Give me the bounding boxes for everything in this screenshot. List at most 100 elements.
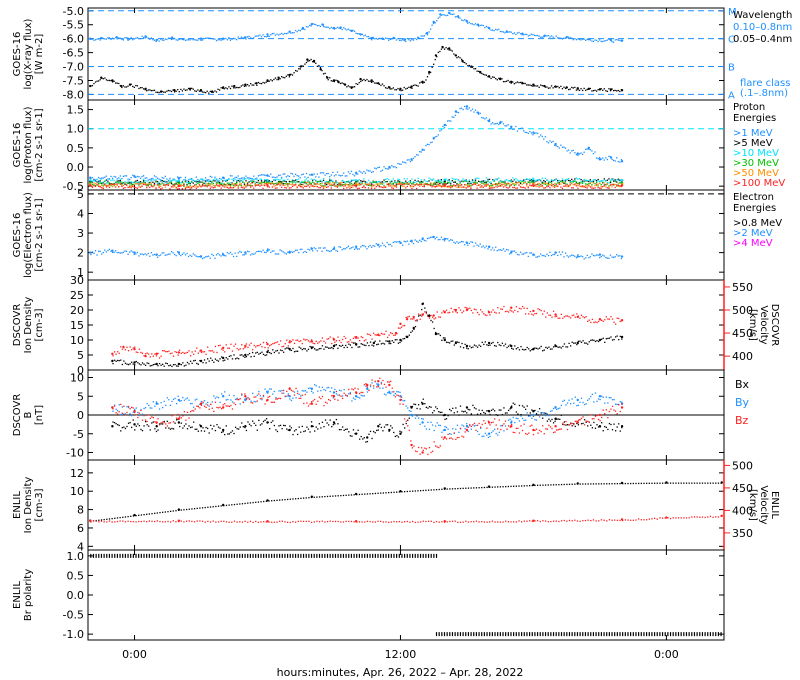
data-point: [436, 135, 438, 138]
data-point: [116, 178, 118, 180]
data-point: [597, 320, 600, 323]
data-point: [102, 187, 104, 190]
panel-frame: [87, 99, 725, 191]
data-point: [378, 246, 381, 248]
data-point: [113, 185, 115, 187]
data-point: [124, 427, 127, 430]
data-point: [443, 14, 446, 16]
data-point: [306, 350, 308, 352]
data-point: [231, 175, 233, 177]
data-point: [595, 179, 598, 182]
flare-class-label: B: [728, 63, 735, 74]
data-point: [168, 422, 170, 424]
data-point: [290, 349, 293, 352]
data-point: [614, 430, 617, 432]
y-tick-label: 5: [77, 390, 84, 403]
legend-item: 0.05–0.4nm: [733, 34, 792, 45]
data-anchor: [266, 79, 269, 82]
data-point: [530, 180, 533, 182]
data-point: [262, 174, 264, 176]
data-point: [429, 141, 432, 144]
data-anchor: [598, 338, 602, 342]
data-point: [166, 178, 168, 180]
data-point: [431, 141, 433, 143]
data-point: [91, 180, 94, 182]
data-point: [138, 176, 140, 178]
data-point: [352, 86, 354, 88]
data-point: [485, 185, 488, 187]
data-point: [484, 181, 486, 183]
data-point: [167, 89, 170, 92]
data-point: [315, 185, 317, 187]
data-point: [434, 182, 436, 184]
data-point: [574, 86, 576, 89]
data-point: [511, 420, 513, 422]
data-point: [343, 181, 345, 183]
data-point: [360, 394, 362, 397]
data-anchor: [100, 76, 103, 79]
data-point: [398, 183, 401, 185]
data-point: [149, 417, 151, 419]
data-point: [349, 339, 352, 341]
data-point: [148, 362, 150, 365]
data-point: [248, 35, 250, 38]
data-point: [248, 178, 250, 180]
data-point: [467, 181, 469, 183]
data-point: [415, 180, 418, 183]
data-point: [136, 179, 139, 182]
data-point: [574, 180, 576, 183]
data-point: [303, 347, 305, 350]
data-point: [369, 184, 371, 186]
data-point: [569, 183, 571, 185]
data-point: [403, 161, 405, 164]
data-point: [195, 90, 197, 92]
data-anchor: [266, 391, 269, 394]
data-point: [158, 186, 160, 189]
data-point: [238, 428, 240, 430]
data-point: [161, 182, 163, 185]
data-point: [329, 336, 331, 338]
data-point: [272, 343, 274, 345]
data-point: [191, 351, 193, 353]
data-point: [442, 310, 445, 312]
data-point: [209, 183, 211, 185]
data-point: [419, 314, 421, 316]
data-point: [263, 184, 266, 187]
data-point: [457, 17, 460, 19]
data-point: [287, 32, 289, 34]
data-point: [509, 180, 511, 182]
data-point: [153, 184, 156, 187]
data-point: [302, 251, 305, 254]
data-point: [310, 183, 312, 186]
data-point: [390, 425, 392, 427]
data-point: [411, 39, 413, 41]
data-point: [199, 424, 201, 426]
data-point: [326, 26, 328, 28]
data-point: [183, 365, 186, 367]
data-point: [619, 90, 621, 93]
data-point: [234, 87, 236, 89]
data-point: [186, 39, 188, 41]
data-point: [217, 181, 219, 183]
data-anchor: [377, 425, 380, 428]
data-anchor: [377, 383, 380, 387]
data-point: [115, 250, 117, 252]
data-point: [488, 118, 491, 120]
data-point: [450, 181, 452, 183]
data-point: [319, 184, 322, 187]
data-point: [310, 182, 312, 184]
data-point: [263, 183, 266, 185]
data-point: [605, 316, 607, 318]
data-point: [321, 337, 324, 339]
data-point: [203, 257, 205, 259]
data-point: [276, 184, 278, 186]
data-point: [417, 241, 419, 243]
data-point: [128, 38, 131, 40]
data-point: [130, 181, 132, 183]
data-point: [436, 180, 438, 182]
data-point: [326, 249, 328, 252]
data-point: [360, 343, 362, 345]
data-point: [305, 178, 308, 180]
data-point: [163, 252, 165, 254]
data-point: [544, 181, 547, 183]
